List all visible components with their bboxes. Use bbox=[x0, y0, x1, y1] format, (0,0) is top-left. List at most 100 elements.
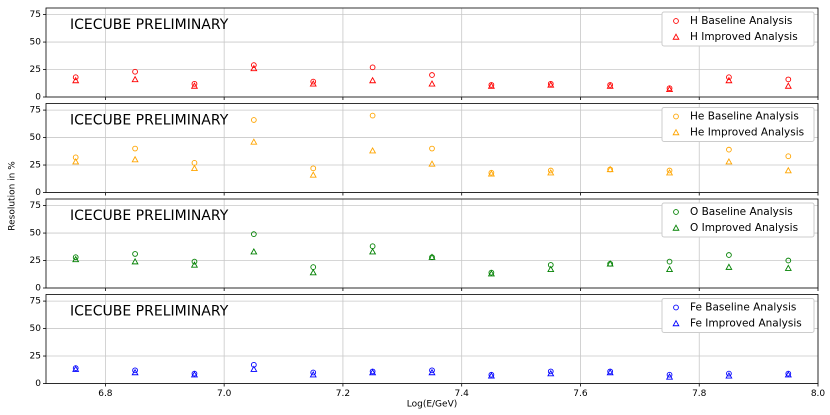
marker-circle bbox=[369, 112, 376, 119]
marker-triangle bbox=[369, 76, 377, 84]
marker-triangle bbox=[131, 257, 139, 265]
legend-label: O Improved Analysis bbox=[690, 222, 798, 234]
marker-circle bbox=[369, 243, 376, 250]
marker-triangle bbox=[784, 166, 792, 174]
marker-triangle bbox=[547, 81, 555, 88]
y-tick-label: 0 bbox=[35, 284, 41, 294]
legend-label: He Baseline Analysis bbox=[690, 111, 799, 123]
marker-triangle bbox=[672, 128, 680, 136]
y-tick-label: 0 bbox=[35, 93, 41, 103]
marker-triangle bbox=[487, 269, 495, 277]
marker-circle bbox=[310, 264, 317, 270]
marker-triangle bbox=[190, 164, 199, 172]
marker-circle bbox=[785, 153, 792, 160]
marker-triangle bbox=[369, 248, 377, 255]
marker-circle bbox=[547, 167, 554, 174]
marker-circle bbox=[785, 257, 792, 264]
marker-triangle bbox=[487, 372, 495, 379]
marker-circle bbox=[666, 371, 673, 378]
marker-circle bbox=[726, 74, 732, 81]
legend-label: He Improved Analysis bbox=[690, 127, 804, 139]
y-tick-label: 75 bbox=[30, 106, 41, 116]
marker-triangle bbox=[250, 138, 258, 145]
marker-circle bbox=[547, 368, 554, 375]
y-tick-label: 25 bbox=[30, 65, 41, 75]
annotation: ICECUBE PRELIMINARY bbox=[70, 17, 229, 33]
marker-triangle bbox=[606, 368, 614, 376]
y-tick-label: 25 bbox=[30, 352, 41, 362]
legend-label: O Baseline Analysis bbox=[690, 206, 793, 218]
plot-frame bbox=[45, 103, 819, 193]
marker-triangle bbox=[606, 165, 614, 173]
legend-box bbox=[661, 202, 815, 238]
marker-triangle bbox=[672, 319, 680, 327]
marker-circle bbox=[673, 113, 679, 120]
marker-triangle bbox=[665, 373, 674, 380]
y-tick-label: 50 bbox=[30, 324, 42, 334]
marker-circle bbox=[429, 145, 435, 152]
marker-triangle bbox=[672, 224, 680, 231]
marker-triangle bbox=[190, 82, 199, 89]
y-axis-label: Resolution in % bbox=[8, 161, 18, 231]
marker-triangle bbox=[606, 82, 614, 89]
annotation: ICECUBE PRELIMINARY bbox=[70, 208, 229, 224]
y-tick-label: 75 bbox=[30, 201, 41, 211]
marker-circle bbox=[132, 367, 138, 374]
marker-triangle bbox=[309, 268, 317, 276]
marker-circle bbox=[191, 159, 198, 166]
marker-triangle bbox=[250, 248, 258, 255]
marker-triangle bbox=[72, 365, 80, 372]
marker-circle bbox=[250, 231, 257, 238]
y-tick-label: 50 bbox=[30, 133, 42, 143]
marker-circle bbox=[673, 304, 679, 311]
y-tick-label: 25 bbox=[30, 161, 41, 171]
marker-circle bbox=[726, 146, 732, 153]
marker-triangle bbox=[72, 76, 80, 84]
marker-circle bbox=[429, 72, 435, 78]
marker-triangle bbox=[487, 82, 495, 89]
marker-triangle bbox=[72, 158, 80, 165]
marker-circle bbox=[72, 74, 79, 81]
plot-frame bbox=[45, 7, 819, 98]
marker-triangle bbox=[665, 168, 674, 176]
marker-triangle bbox=[428, 368, 436, 376]
y-tick-label: 50 bbox=[30, 38, 42, 48]
plot-frame bbox=[45, 198, 819, 289]
marker-triangle bbox=[190, 370, 199, 378]
marker-triangle bbox=[309, 80, 317, 87]
marker-triangle bbox=[547, 369, 555, 377]
y-tick-label: 0 bbox=[35, 379, 41, 389]
annotation: ICECUBE PRELIMINARY bbox=[70, 113, 229, 129]
marker-circle bbox=[673, 209, 679, 215]
marker-triangle bbox=[665, 265, 674, 273]
marker-triangle bbox=[547, 168, 555, 176]
marker-triangle bbox=[784, 82, 792, 89]
legend-label: H Baseline Analysis bbox=[690, 15, 792, 27]
marker-triangle bbox=[250, 365, 258, 372]
marker-circle bbox=[250, 117, 257, 123]
marker-circle bbox=[132, 251, 138, 257]
marker-triangle bbox=[725, 158, 733, 165]
x-tick-label: 8.0 bbox=[811, 389, 826, 399]
marker-triangle bbox=[784, 264, 792, 271]
legend-box bbox=[661, 107, 815, 142]
annotation: ICECUBE PRELIMINARY bbox=[70, 304, 229, 320]
marker-triangle bbox=[72, 255, 80, 263]
x-tick-label: 7.6 bbox=[573, 389, 588, 399]
legend-label: Fe Baseline Analysis bbox=[690, 302, 796, 314]
marker-triangle bbox=[428, 80, 436, 87]
legend-label: Fe Improved Analysis bbox=[690, 318, 802, 330]
marker-triangle bbox=[131, 155, 139, 163]
marker-triangle bbox=[428, 253, 436, 260]
y-tick-label: 75 bbox=[30, 10, 41, 20]
y-tick-label: 75 bbox=[30, 297, 41, 307]
marker-triangle bbox=[190, 261, 199, 268]
marker-circle bbox=[673, 18, 679, 24]
marker-triangle bbox=[725, 372, 733, 379]
marker-triangle bbox=[547, 265, 555, 273]
marker-circle bbox=[666, 167, 673, 174]
marker-triangle bbox=[131, 368, 139, 376]
marker-circle bbox=[666, 258, 673, 265]
marker-triangle bbox=[606, 260, 614, 267]
